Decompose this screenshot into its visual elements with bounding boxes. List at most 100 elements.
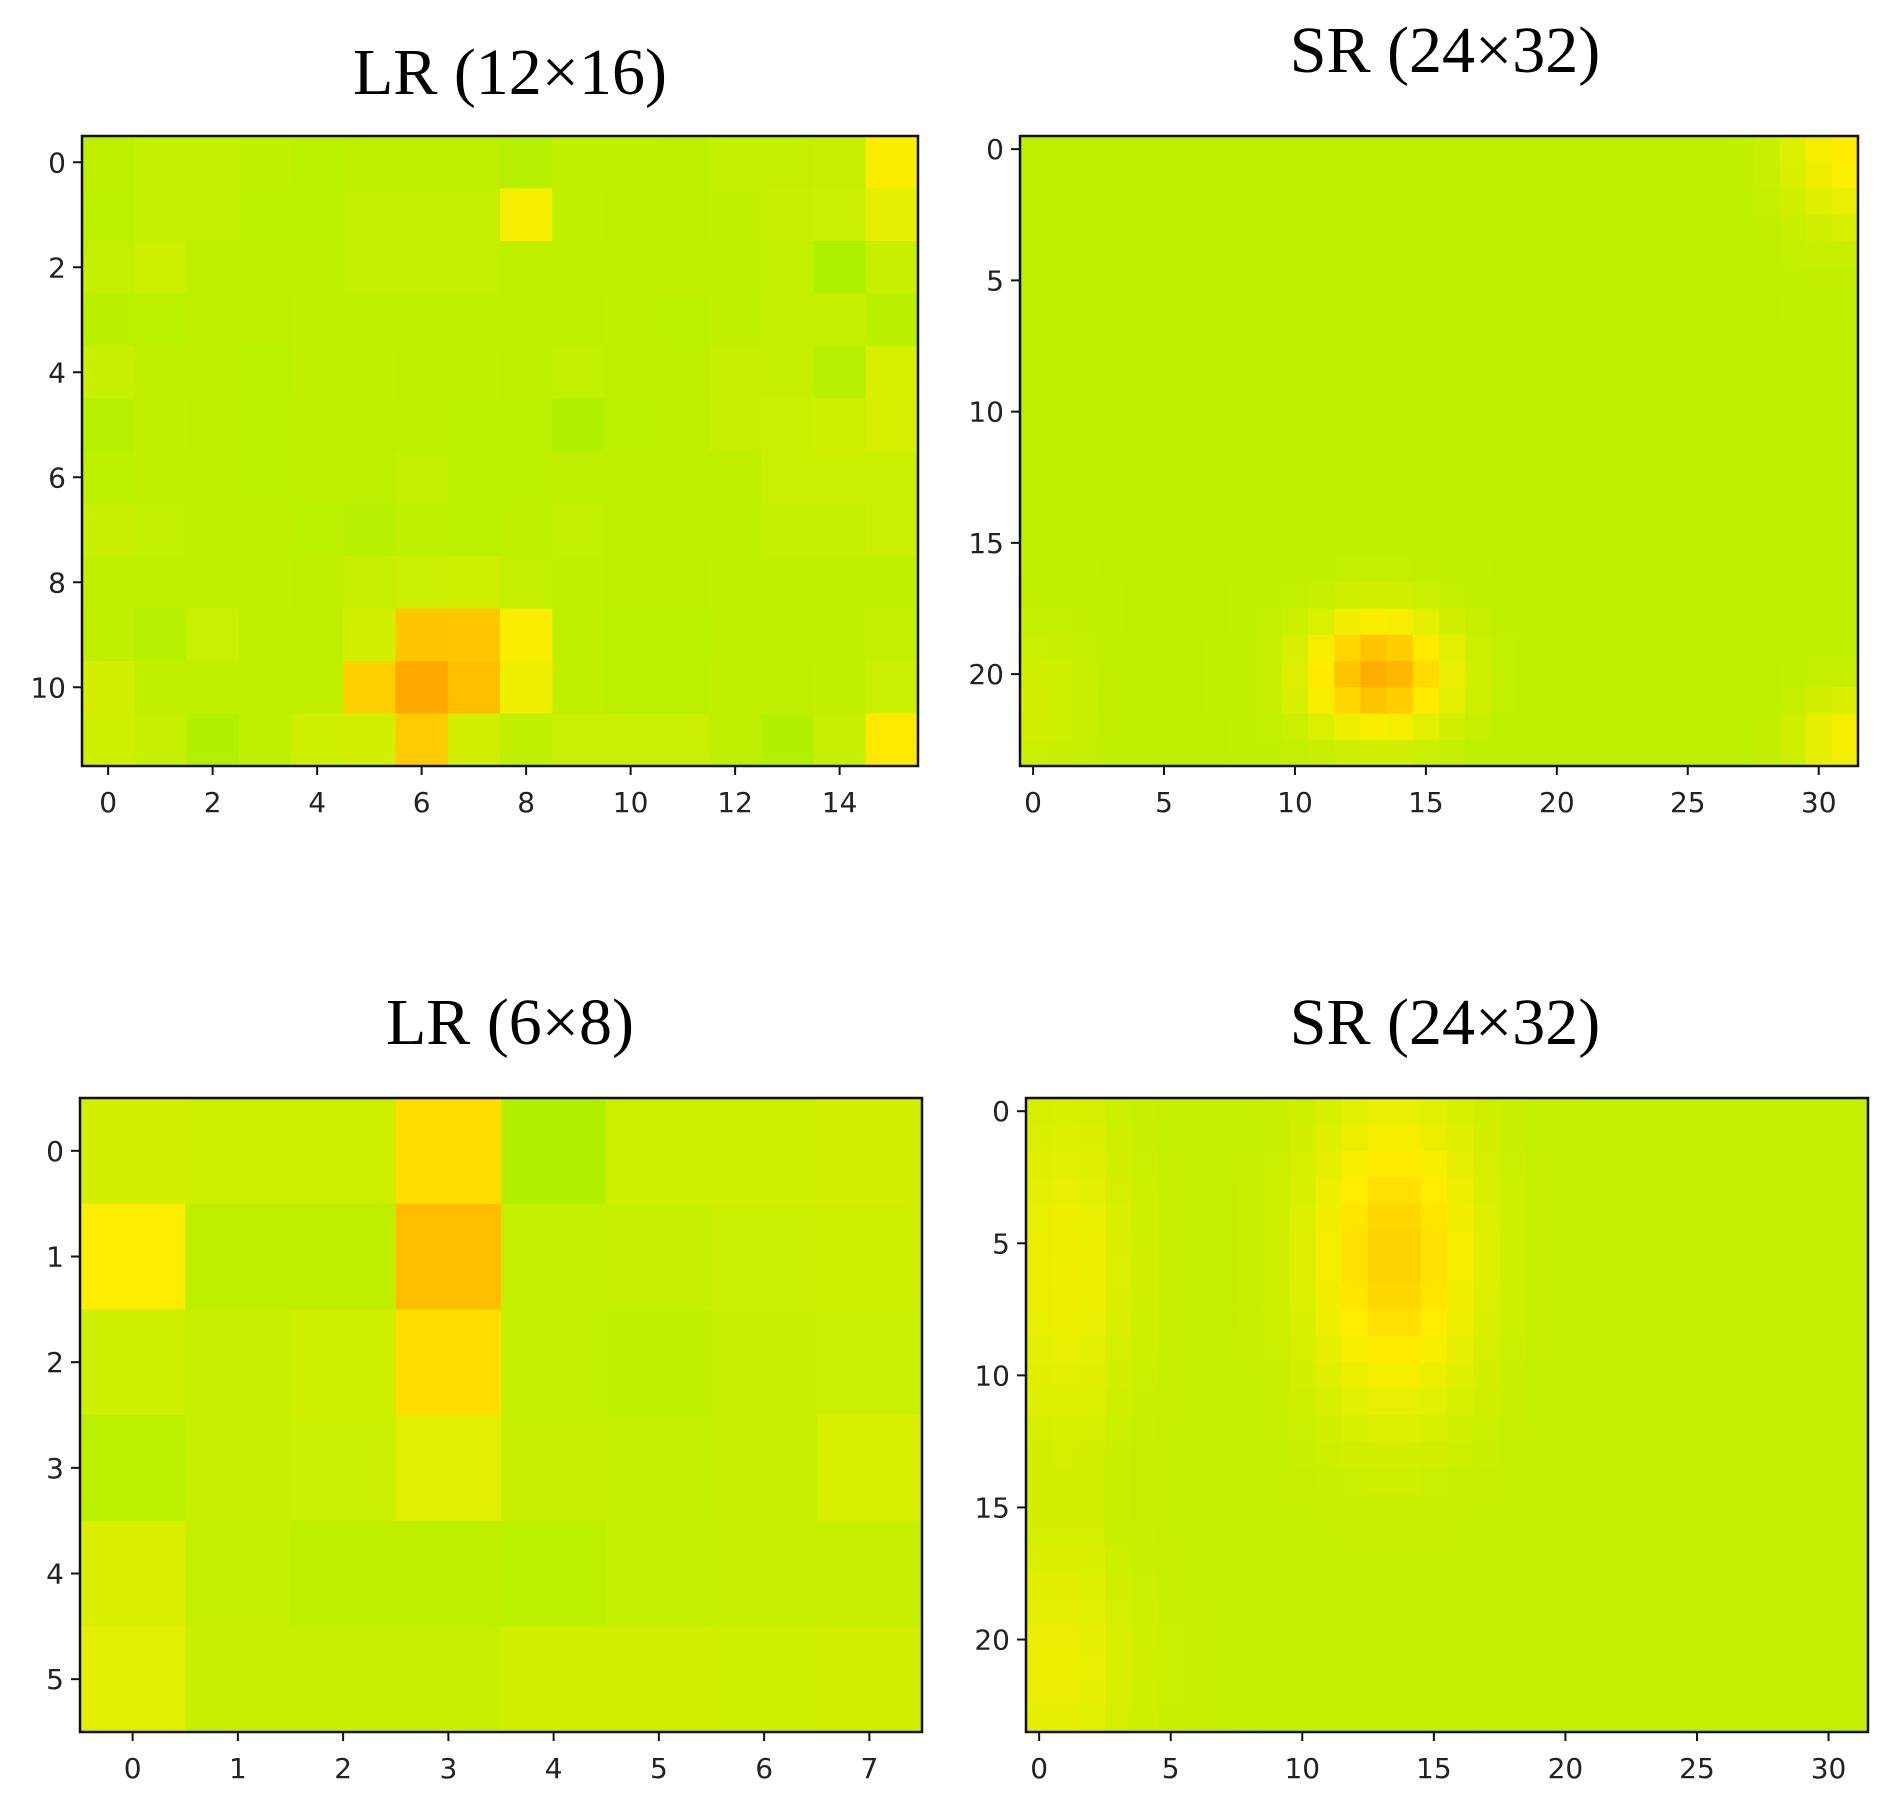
heatmap-cell <box>1789 1177 1816 1205</box>
heatmap-cell <box>1360 241 1388 268</box>
heatmap-cell <box>1157 1203 1185 1231</box>
heatmap-cell <box>395 661 449 715</box>
heatmap-cell <box>1124 188 1152 216</box>
heatmap-cell <box>1543 188 1571 216</box>
heatmap-cell <box>1020 739 1047 767</box>
heatmap-cell <box>1255 214 1283 242</box>
heatmap-cell <box>604 188 658 242</box>
heatmap-cell <box>1229 424 1257 452</box>
heatmap-cell <box>1578 1415 1606 1443</box>
heatmap-cell <box>1578 1098 1606 1126</box>
heatmap-cell <box>1289 1362 1317 1390</box>
heatmap-cell <box>238 713 292 767</box>
heatmap-cell <box>865 556 919 610</box>
heatmap-cell <box>1072 661 1100 688</box>
heatmap-cell <box>1543 608 1571 636</box>
heatmap-cell <box>1552 1256 1580 1284</box>
heatmap-cell <box>1831 136 1859 163</box>
heatmap-cell <box>1604 1177 1632 1205</box>
heatmap-cell <box>656 136 710 190</box>
heatmap-cell <box>1736 1599 1764 1627</box>
heatmap-cell <box>1210 1679 1238 1707</box>
heatmap-cell <box>1360 634 1388 662</box>
heatmap-cell <box>1334 451 1362 478</box>
heatmap-cell <box>238 398 292 452</box>
heatmap-cell <box>1657 1573 1685 1601</box>
heatmap-cell <box>1596 529 1623 557</box>
heatmap-cell <box>1779 739 1807 767</box>
panel-4-title: SR (24×32) <box>1289 986 1601 1059</box>
heatmap-cell <box>1124 372 1152 400</box>
heatmap-cell <box>1098 503 1126 531</box>
heatmap-cell <box>291 293 344 347</box>
heatmap-cell <box>1308 319 1335 347</box>
heatmap-cell <box>552 661 606 715</box>
heatmap-cell <box>1657 1520 1685 1548</box>
heatmap-cell <box>1262 1177 1290 1205</box>
heatmap-cell <box>1465 582 1492 610</box>
heatmap-cell <box>1499 1388 1527 1416</box>
heatmap-cell <box>1046 451 1073 478</box>
heatmap-cell <box>1674 188 1702 216</box>
heatmap-cell <box>1308 267 1335 295</box>
heatmap-cell <box>501 1415 607 1522</box>
heatmap-cell <box>1315 1626 1343 1654</box>
heatmap-cell <box>1439 398 1466 426</box>
heatmap-cell <box>500 293 553 347</box>
heatmap-cell <box>1072 241 1100 268</box>
heatmap-cell <box>1255 608 1283 636</box>
heatmap-cell <box>1078 1282 1106 1310</box>
heatmap-cell <box>1104 1626 1132 1654</box>
heatmap-cell <box>1604 1150 1632 1178</box>
heatmap-cell <box>82 503 135 557</box>
heatmap-cell <box>1078 1230 1106 1258</box>
heatmap-cell <box>1281 582 1309 610</box>
heatmap-cell <box>1683 1520 1711 1548</box>
heatmap-cell <box>1753 477 1781 505</box>
heatmap-cell <box>1157 1415 1185 1443</box>
heatmap-cell <box>1026 1626 1053 1654</box>
heatmap-cell <box>1078 1177 1106 1205</box>
heatmap-cell <box>1341 1679 1369 1707</box>
heatmap-cell <box>1360 529 1388 557</box>
heatmap-cell <box>185 1203 292 1310</box>
heatmap-cell <box>1072 293 1100 321</box>
heatmap-cell <box>1020 451 1047 478</box>
heatmap-cell <box>1631 1599 1659 1627</box>
heatmap-cell <box>1341 1256 1369 1284</box>
y-tick-label: 15 <box>974 1491 1010 1524</box>
heatmap-cell <box>1753 739 1781 767</box>
heatmap-cell <box>1104 1388 1132 1416</box>
heatmap-cell <box>1334 188 1362 216</box>
heatmap-cell <box>1569 136 1597 163</box>
heatmap-cell <box>1657 1362 1685 1390</box>
heatmap-cell <box>1386 739 1414 767</box>
heatmap-cell <box>1465 214 1492 242</box>
heatmap-cell <box>1569 451 1597 478</box>
heatmap-cell <box>1465 188 1492 216</box>
heatmap-cell <box>1815 1467 1843 1495</box>
heatmap-cell <box>604 293 658 347</box>
heatmap-cell <box>1465 346 1492 373</box>
heatmap-cell <box>1491 739 1519 767</box>
heatmap-cell <box>1710 1256 1738 1284</box>
heatmap-cell <box>1341 1388 1369 1416</box>
heatmap-cell <box>1473 1177 1501 1205</box>
heatmap-cell <box>1683 1679 1711 1707</box>
heatmap-cell <box>501 1626 607 1733</box>
heatmap-cell <box>1569 556 1597 583</box>
heatmap-cell <box>1368 1203 1395 1231</box>
x-tick-label: 7 <box>860 1752 878 1785</box>
heatmap-cell <box>1552 1098 1580 1126</box>
heatmap-cell <box>1525 1177 1553 1205</box>
heatmap-cell <box>1569 477 1597 505</box>
heatmap-cell <box>82 451 135 505</box>
heatmap-cell <box>813 556 867 610</box>
heatmap-cell <box>1289 1520 1317 1548</box>
heatmap-cell <box>1648 634 1676 662</box>
heatmap-cell <box>1210 1705 1238 1733</box>
heatmap-cell <box>1412 477 1440 505</box>
heatmap-cell <box>1289 1256 1317 1284</box>
heatmap-cell <box>1736 1282 1764 1310</box>
